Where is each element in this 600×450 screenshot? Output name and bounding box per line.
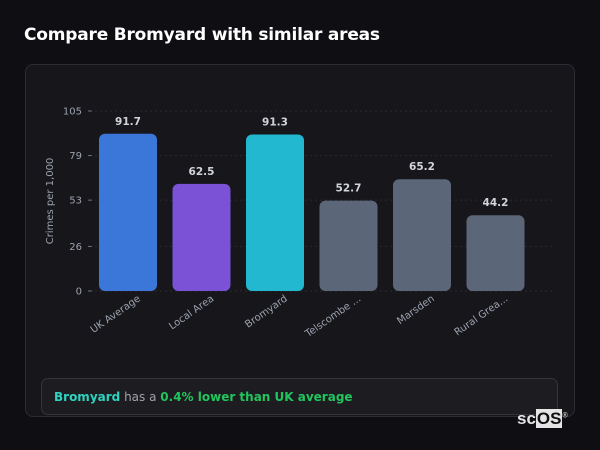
- logo-text-box: OS: [535, 409, 563, 428]
- summary-connector: has a: [124, 390, 157, 404]
- bar: [246, 134, 304, 291]
- y-tick-label: 79: [69, 151, 82, 162]
- logo-text: sc: [517, 409, 536, 428]
- x-tick-label: Telscombe ...: [303, 293, 363, 340]
- y-tick-label: 105: [63, 107, 82, 118]
- bar-value-label: 62.5: [189, 166, 215, 178]
- bar-value-label: 91.3: [262, 116, 288, 128]
- x-tick-label: Bromyard: [243, 293, 289, 330]
- bar-value-label: 52.7: [336, 183, 362, 195]
- summary-place: Bromyard: [54, 390, 121, 404]
- bar-value-label: 91.7: [115, 116, 141, 128]
- scos-logo: scOS®: [517, 409, 568, 429]
- x-tick-label: Rural Grea...: [453, 293, 511, 338]
- x-tick-label: Marsden: [395, 293, 436, 327]
- bar-value-label: 44.2: [483, 197, 509, 209]
- bar: [319, 200, 378, 291]
- bar: [393, 179, 451, 291]
- summary-difference: 0.4% lower than UK average: [160, 390, 353, 404]
- logo-mark: ®: [562, 412, 568, 420]
- bar-value-label: 65.2: [409, 161, 435, 173]
- y-axis-label: Crimes per 1,000: [45, 158, 56, 245]
- bar: [99, 133, 157, 291]
- page-title: Compare Bromyard with similar areas: [24, 25, 380, 45]
- y-tick-label: 53: [69, 196, 82, 207]
- y-tick-label: 0: [76, 287, 82, 298]
- x-tick-label: Local Area: [167, 293, 216, 332]
- y-tick-label: 26: [69, 242, 82, 253]
- comparison-summary: Bromyard has a 0.4% lower than UK averag…: [41, 378, 558, 415]
- bar: [466, 215, 525, 291]
- x-tick-label: UK Average: [89, 293, 143, 335]
- bar: [172, 183, 231, 291]
